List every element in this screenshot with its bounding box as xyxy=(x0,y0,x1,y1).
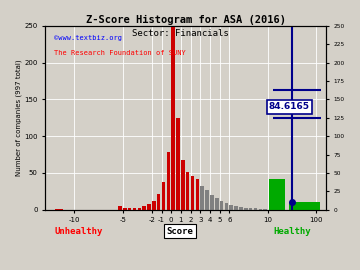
Bar xyxy=(195,179,199,210)
Text: Unhealthy: Unhealthy xyxy=(55,227,103,236)
Text: ©www.textbiz.org: ©www.textbiz.org xyxy=(54,35,122,41)
Text: The Research Foundation of SUNY: The Research Foundation of SUNY xyxy=(54,50,186,56)
Bar xyxy=(181,160,185,210)
Bar xyxy=(289,202,320,210)
Bar xyxy=(234,206,238,210)
Bar xyxy=(133,208,136,210)
Bar xyxy=(258,209,262,210)
Bar xyxy=(225,203,228,210)
Bar xyxy=(147,204,151,210)
Bar xyxy=(244,208,248,210)
Text: 84.6165: 84.6165 xyxy=(269,102,310,111)
Bar xyxy=(186,171,189,210)
Bar xyxy=(167,152,170,210)
Bar xyxy=(138,208,141,210)
Bar xyxy=(229,205,233,210)
Text: Sector: Financials: Sector: Financials xyxy=(132,29,228,38)
Text: Score: Score xyxy=(167,227,194,236)
Bar xyxy=(157,194,161,210)
Bar xyxy=(176,118,180,210)
Bar xyxy=(264,209,267,210)
Bar xyxy=(55,209,63,210)
Bar xyxy=(269,179,285,210)
Bar xyxy=(215,198,219,210)
Title: Z-Score Histogram for ASA (2016): Z-Score Histogram for ASA (2016) xyxy=(86,15,286,25)
Bar xyxy=(220,201,223,210)
Bar xyxy=(152,201,156,210)
Bar xyxy=(142,206,146,210)
Bar xyxy=(123,208,127,210)
Bar xyxy=(171,26,175,210)
Bar xyxy=(210,195,214,210)
Bar xyxy=(128,208,131,210)
Bar xyxy=(205,190,209,210)
Bar xyxy=(254,208,257,210)
Bar xyxy=(191,176,194,210)
Text: Healthy: Healthy xyxy=(274,227,311,236)
Bar xyxy=(118,206,122,210)
Bar xyxy=(162,182,165,210)
Bar xyxy=(201,186,204,210)
Y-axis label: Number of companies (997 total): Number of companies (997 total) xyxy=(15,59,22,176)
Bar xyxy=(239,207,243,210)
Bar xyxy=(249,208,252,210)
